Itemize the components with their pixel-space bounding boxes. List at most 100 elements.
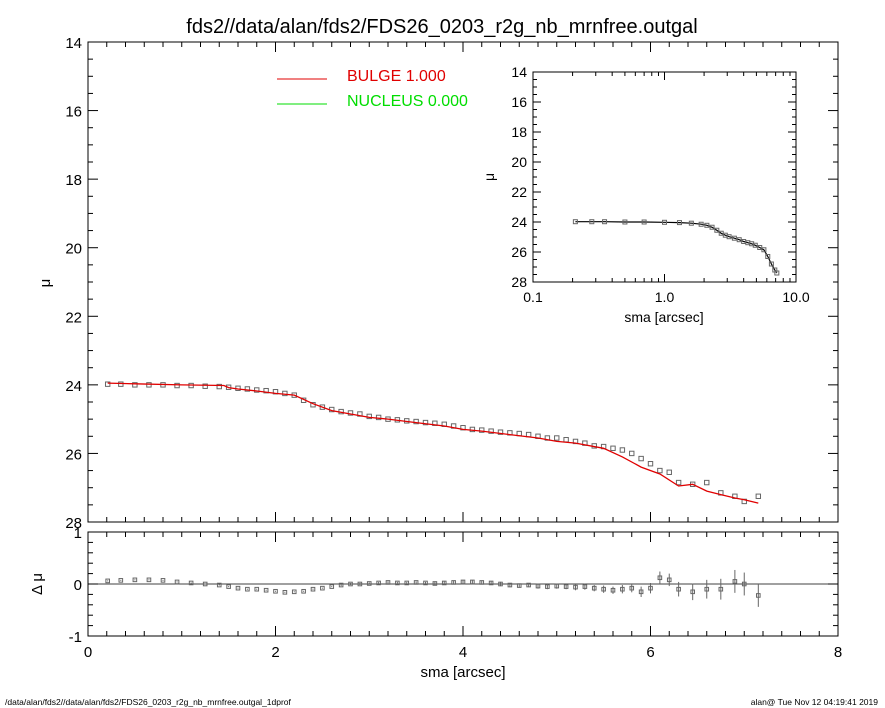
main-data-points <box>104 381 762 505</box>
residual-point <box>666 577 672 583</box>
main-data-point <box>657 467 663 474</box>
residual-point <box>498 581 503 587</box>
residual-point <box>704 586 710 592</box>
main-data-point <box>174 382 180 389</box>
inset-data-point <box>622 219 628 225</box>
inset-y-tick-label: 14 <box>511 64 527 80</box>
main-y-tick-label: 24 <box>65 378 82 395</box>
residual-point <box>423 580 428 586</box>
inset-data-point <box>688 220 694 226</box>
inset-y-tick-label: 16 <box>511 94 527 110</box>
residual-point <box>202 581 208 587</box>
residual-point <box>291 589 297 595</box>
residual-point <box>320 585 325 591</box>
main-data-point <box>755 493 762 499</box>
footer-timestamp: alan@ Tue Nov 12 04:19:41 2019 <box>751 697 879 707</box>
inset-data-point <box>641 219 647 225</box>
residual-point <box>479 580 485 585</box>
residual-x-tick-label: 2 <box>271 644 279 661</box>
chart-title: fds2//data/alan/fds2/FDS26_0203_r2g_nb_m… <box>186 16 697 38</box>
inset-y-tick-label: 26 <box>511 244 527 260</box>
residual-point <box>554 583 560 589</box>
residual-point <box>526 582 531 588</box>
main-x-axis <box>87 42 839 522</box>
residual-point <box>118 578 124 583</box>
residual-point <box>395 580 400 586</box>
inset-y-tick-label: 18 <box>511 124 527 140</box>
residual-point <box>385 580 391 585</box>
residual-point <box>404 580 410 586</box>
residual-point <box>310 586 316 592</box>
residual-point <box>413 580 419 585</box>
main-data-point <box>254 387 260 393</box>
main-data-point <box>563 437 569 443</box>
main-data-point <box>554 435 560 441</box>
main-data-point <box>132 382 138 388</box>
legend: BULGE 1.000 NUCLEUS 0.000 <box>277 68 468 110</box>
main-data-point <box>263 387 269 394</box>
main-data-point <box>619 447 626 453</box>
main-profile-panel: 14 16 18 20 22 24 26 28 μ BULGE 1.000 NUCLEUS 0… <box>37 35 839 532</box>
inset-data-point <box>714 227 720 233</box>
residual-x-tick-label: 4 <box>459 644 467 661</box>
residual-point <box>545 584 550 589</box>
residual-point <box>460 579 466 585</box>
main-data-point <box>422 419 429 426</box>
residual-point <box>573 584 578 590</box>
inset-data-point <box>709 224 715 230</box>
inset-y-axis: 14 16 18 20 22 24 26 28 <box>511 64 796 290</box>
residual-point <box>690 589 695 595</box>
residual-point <box>441 580 447 586</box>
residual-point <box>366 581 372 586</box>
residual-point <box>451 580 456 585</box>
residual-point <box>226 584 231 589</box>
residual-point <box>488 580 494 586</box>
main-y-tick-label: 14 <box>65 35 82 52</box>
main-data-point <box>216 383 222 390</box>
residual-point <box>146 577 152 583</box>
residual-x-axis-label: sma [arcsec] <box>420 664 505 681</box>
residual-point <box>254 586 260 592</box>
main-data-point <box>610 445 616 451</box>
inset-data-point <box>676 220 682 226</box>
inset-profile-line <box>575 221 778 274</box>
main-data-point <box>319 404 326 410</box>
inset-x-tick-label: 0.1 <box>523 289 543 305</box>
main-y-axis: 14 16 18 20 22 24 26 28 <box>65 35 838 532</box>
residual-point <box>718 586 724 592</box>
residual-point <box>516 583 522 588</box>
residual-point <box>357 581 363 587</box>
inset-data-point <box>589 219 595 225</box>
residual-y-tick-label: 0 <box>74 577 82 594</box>
residual-point <box>432 581 438 586</box>
inset-data-point <box>731 235 737 241</box>
inset-log-panel: 14 16 18 20 22 24 26 28 0.1 1.0 10.0 μ sma [arcse… <box>481 64 810 325</box>
residual-y-tick-label: -1 <box>69 629 82 646</box>
residual-point <box>601 586 606 592</box>
residual-point <box>638 589 644 595</box>
inset-data-point <box>662 219 667 225</box>
residual-point <box>629 585 635 591</box>
residual-point <box>216 582 222 588</box>
inset-data-point <box>765 254 771 259</box>
residual-point <box>282 590 288 595</box>
residual-data-points <box>105 569 761 607</box>
residual-x-tick-label: 0 <box>84 644 92 661</box>
residual-point <box>301 588 306 594</box>
residual-point <box>563 584 569 589</box>
residual-x-axis: 0 2 4 6 8 <box>84 532 842 661</box>
main-y-tick-label: 26 <box>65 446 82 463</box>
main-data-point <box>638 455 644 462</box>
inset-y-tick-label: 20 <box>511 154 527 170</box>
main-data-point <box>244 386 251 392</box>
residual-point <box>657 575 663 581</box>
residual-x-tick-label: 6 <box>646 644 654 661</box>
legend-bulge-label: BULGE 1.000 <box>347 68 446 85</box>
bulge-model-line <box>107 382 759 504</box>
inset-y-axis-label: μ <box>481 173 497 181</box>
residual-point <box>160 578 166 583</box>
inset-y-tick-label: 22 <box>511 184 527 200</box>
residual-point <box>732 579 738 584</box>
inset-y-tick-label: 28 <box>511 274 527 290</box>
inset-data-points <box>572 219 780 276</box>
